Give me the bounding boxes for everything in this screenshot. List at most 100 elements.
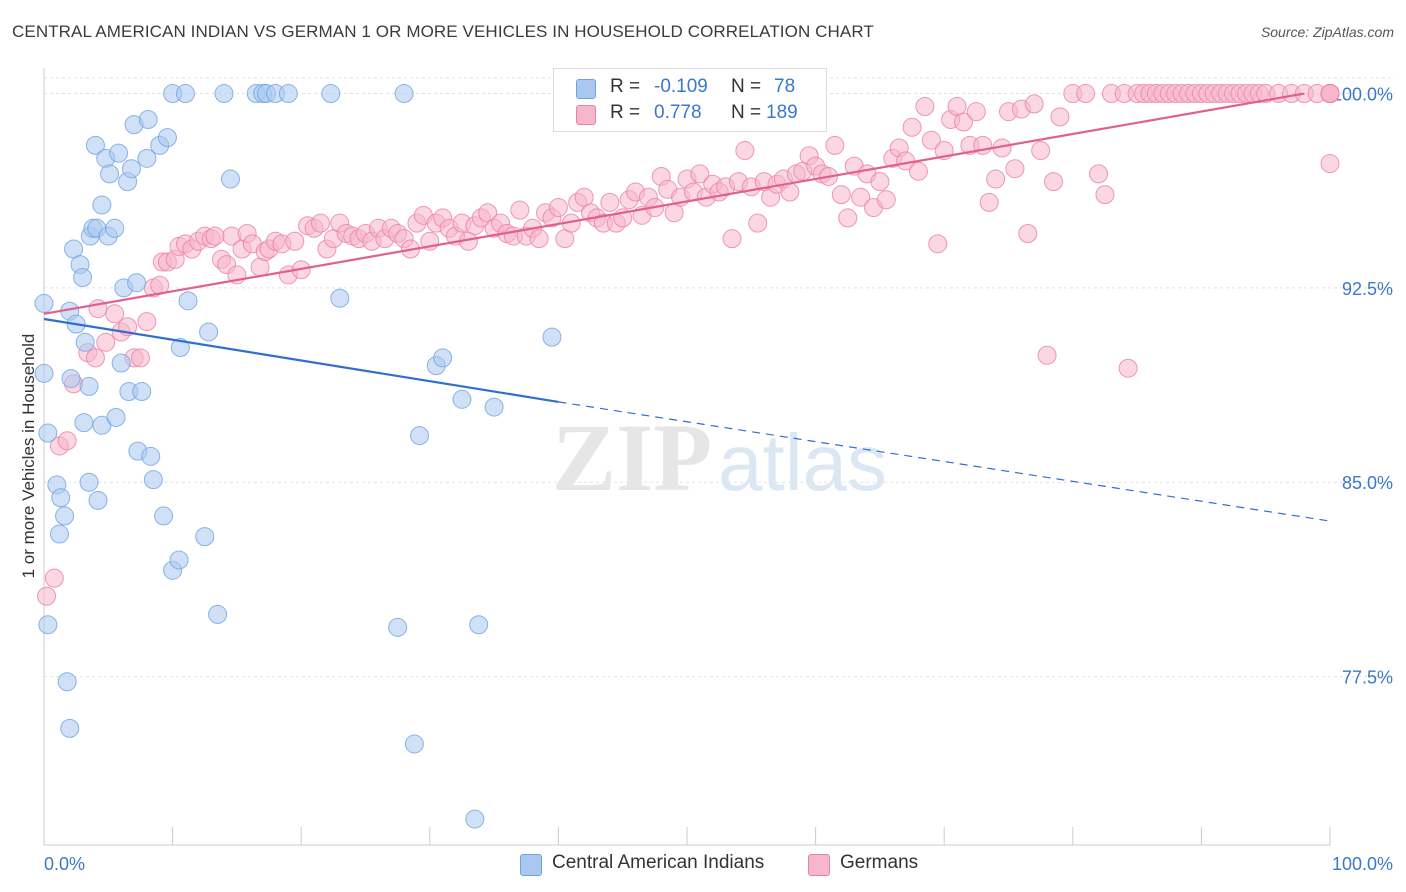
y-tick-label: 92.5% — [1342, 279, 1393, 299]
central-american-indian-point — [157, 128, 177, 148]
legend-n-label: N = — [731, 76, 762, 97]
central-american-indian-point — [38, 423, 58, 443]
german-point — [1089, 164, 1109, 184]
central-american-indian-point — [141, 446, 161, 466]
central-american-indian-point — [55, 506, 75, 526]
german-point — [966, 102, 986, 122]
german-point — [928, 234, 948, 254]
german-point — [1005, 159, 1025, 179]
legend-r-label: R = — [610, 76, 641, 97]
german-point — [831, 185, 851, 205]
german-point — [310, 213, 330, 233]
x-tick-label: 100.0% — [1332, 854, 1393, 874]
legend-n-value: 189 — [766, 102, 798, 123]
central-american-indian-point — [88, 490, 108, 510]
germans-trend-line — [43, 92, 1305, 315]
legend-r-label: R = — [610, 102, 641, 123]
german-point — [105, 304, 125, 324]
central-american-indian-point — [410, 426, 430, 446]
central-american-indian-point — [138, 109, 158, 129]
legend-swatch-pink — [576, 105, 596, 125]
chart-title: CENTRAL AMERICAN INDIAN VS GERMAN 1 OR M… — [12, 22, 874, 41]
x-tick-label: 0.0% — [44, 854, 85, 874]
legend-r-value: -0.109 — [654, 76, 708, 97]
central-american-indian-point — [465, 809, 485, 829]
central-american-indian-point — [34, 363, 54, 383]
source-label: Source: ZipAtlas.com — [1260, 24, 1394, 40]
german-point — [529, 229, 549, 249]
central-american-indian-point — [79, 472, 99, 492]
german-point — [690, 164, 710, 184]
central-american-indian-point — [143, 470, 163, 490]
legend-n-label: N = — [731, 102, 762, 123]
german-point — [986, 169, 1006, 189]
german-point — [37, 586, 57, 606]
german-point — [1031, 141, 1051, 161]
central-american-indian-point — [60, 718, 80, 738]
german-point — [205, 226, 225, 246]
german-point — [85, 348, 105, 368]
central-american-indian-point — [484, 397, 504, 417]
german-point — [130, 348, 150, 368]
german-point — [1044, 172, 1064, 192]
german-point — [979, 192, 999, 212]
central-american-indian-point — [109, 143, 129, 163]
central-american-indian-point — [170, 337, 190, 357]
central-american-indian-point — [321, 84, 341, 104]
central-american-indian-point — [469, 615, 489, 635]
german-point — [548, 198, 568, 218]
bottom-legend-swatch-pink — [808, 854, 830, 876]
central-american-indian-point — [79, 376, 99, 396]
bottom-legend-label: Germans — [840, 852, 919, 873]
watermark-zip: ZIP — [552, 404, 712, 511]
german-point — [1024, 94, 1044, 114]
central-american-indians-trend-line — [43, 317, 559, 403]
german-point — [921, 130, 941, 150]
central-american-indian-point — [34, 293, 54, 313]
german-point — [825, 135, 845, 155]
german-point — [838, 208, 858, 228]
central-american-indian-point — [394, 84, 414, 104]
central-american-indian-point — [74, 413, 94, 433]
german-point — [1320, 84, 1340, 104]
correlation-legend: R = -0.109 N = 78 R = 0.778 N = 189 — [553, 68, 827, 132]
central-american-indian-point — [121, 159, 141, 179]
german-point — [600, 192, 620, 212]
legend-n-value: 78 — [774, 76, 796, 97]
central-american-indian-point — [127, 273, 147, 293]
bottom-legend-label: Central American Indians — [552, 852, 765, 873]
central-american-indian-point — [92, 195, 112, 215]
central-american-indian-point — [154, 506, 174, 526]
central-american-indian-point — [452, 389, 472, 409]
german-point — [908, 161, 928, 181]
german-point — [876, 190, 896, 210]
central-american-indian-point — [220, 169, 240, 189]
german-point — [57, 431, 77, 451]
german-point — [285, 231, 305, 251]
german-point — [1050, 107, 1070, 127]
central-american-indian-point — [61, 369, 81, 389]
central-american-indian-point — [111, 353, 131, 373]
central-american-indian-point — [199, 322, 219, 342]
german-point — [1118, 358, 1138, 378]
central-american-indian-point — [404, 734, 424, 754]
y-axis-title: 1 or more Vehicles in Household — [19, 334, 38, 579]
german-point — [1076, 84, 1096, 104]
german-point — [953, 112, 973, 132]
central-american-indian-point — [73, 268, 93, 288]
central-american-indians-trend-extension — [558, 401, 1331, 522]
german-point — [902, 117, 922, 137]
watermark-atlas: atlas — [718, 418, 887, 507]
german-point — [1037, 345, 1057, 365]
central-american-indian-point — [278, 84, 298, 104]
german-point — [510, 200, 530, 220]
central-american-indian-point — [542, 327, 562, 347]
central-american-indian-point — [106, 407, 126, 427]
central-american-indian-point — [49, 524, 69, 544]
german-point — [748, 213, 768, 233]
german-point — [1320, 154, 1340, 174]
german-point — [780, 182, 800, 202]
german-point — [735, 141, 755, 161]
central-american-indian-point — [137, 148, 157, 168]
